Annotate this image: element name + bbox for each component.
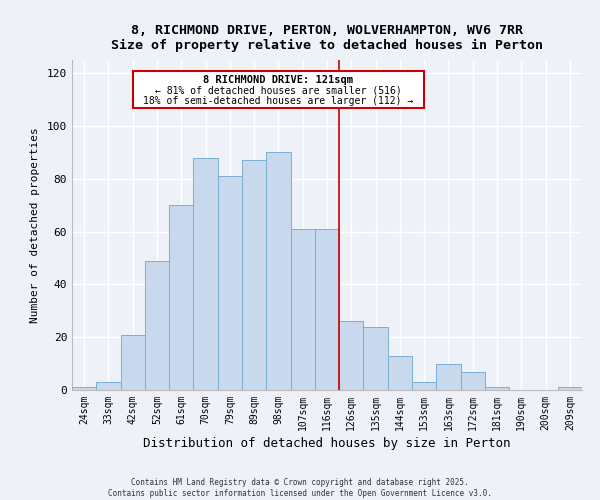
- Bar: [485, 388, 509, 390]
- Bar: [266, 152, 290, 390]
- Bar: [364, 326, 388, 390]
- Bar: [145, 260, 169, 390]
- Text: 8 RICHMOND DRIVE: 121sqm: 8 RICHMOND DRIVE: 121sqm: [203, 74, 353, 85]
- Bar: [436, 364, 461, 390]
- Bar: [558, 388, 582, 390]
- Y-axis label: Number of detached properties: Number of detached properties: [30, 127, 40, 323]
- Bar: [339, 322, 364, 390]
- Bar: [96, 382, 121, 390]
- Bar: [412, 382, 436, 390]
- Bar: [121, 334, 145, 390]
- Bar: [72, 388, 96, 390]
- Bar: [461, 372, 485, 390]
- Bar: [218, 176, 242, 390]
- Title: 8, RICHMOND DRIVE, PERTON, WOLVERHAMPTON, WV6 7RR
Size of property relative to d: 8, RICHMOND DRIVE, PERTON, WOLVERHAMPTON…: [111, 24, 543, 52]
- X-axis label: Distribution of detached houses by size in Perton: Distribution of detached houses by size …: [143, 437, 511, 450]
- Bar: [388, 356, 412, 390]
- Text: ← 81% of detached houses are smaller (516): ← 81% of detached houses are smaller (51…: [155, 85, 402, 95]
- Bar: [242, 160, 266, 390]
- FancyBboxPatch shape: [133, 70, 424, 108]
- Bar: [290, 229, 315, 390]
- Bar: [315, 229, 339, 390]
- Bar: [169, 205, 193, 390]
- Bar: [193, 158, 218, 390]
- Text: 18% of semi-detached houses are larger (112) →: 18% of semi-detached houses are larger (…: [143, 96, 413, 106]
- Text: Contains HM Land Registry data © Crown copyright and database right 2025.
Contai: Contains HM Land Registry data © Crown c…: [108, 478, 492, 498]
